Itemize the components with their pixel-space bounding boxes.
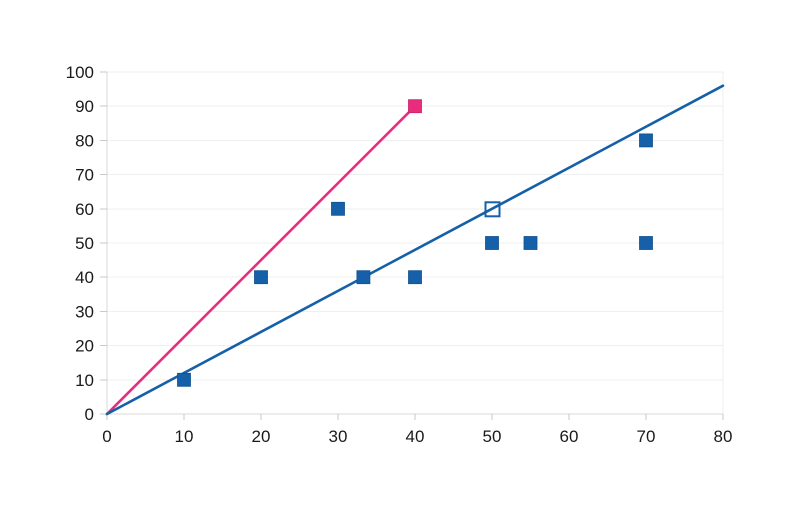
x-tick-label: 60 — [560, 427, 579, 446]
filled-square-marker — [331, 201, 345, 216]
tick-labels: 0 10 20 30 40 50 60 70 80 0 10 20 30 40 50 60 70 80 90 100 — [66, 63, 733, 446]
x-tick-label: 50 — [483, 427, 502, 446]
pink-trend-line — [105, 104, 417, 416]
filled-square-marker — [639, 133, 653, 148]
y-tick-label: 50 — [75, 234, 94, 253]
y-tick-label: 60 — [75, 200, 94, 219]
x-tick-label: 40 — [406, 427, 425, 446]
x-tick-label: 30 — [329, 427, 348, 446]
filled-square-marker — [254, 270, 268, 285]
y-tick-label: 10 — [75, 371, 94, 390]
x-tick-label: 10 — [175, 427, 194, 446]
filled-square-marker — [408, 99, 422, 114]
y-tick-label: 80 — [75, 131, 94, 150]
x-tick-label: 0 — [102, 427, 111, 446]
data-point-markers — [177, 99, 653, 387]
x-tick-label: 70 — [637, 427, 656, 446]
gridlines — [107, 71, 724, 414]
y-tick-label: 70 — [75, 166, 94, 185]
y-tick-label: 40 — [75, 268, 94, 287]
blue-trend-line — [105, 84, 725, 416]
filled-square-marker — [408, 270, 422, 285]
filled-square-marker — [523, 236, 538, 250]
y-tick-label: 20 — [75, 337, 94, 356]
x-tick-label: 20 — [252, 427, 271, 446]
y-tick-label: 30 — [75, 302, 94, 321]
x-tick-label: 80 — [714, 427, 733, 446]
trend-lines — [105, 84, 725, 416]
filled-square-marker — [485, 236, 499, 250]
y-tick-label: 0 — [85, 405, 94, 424]
filled-square-marker — [177, 372, 191, 387]
filled-square-marker — [356, 270, 371, 285]
y-tick-label: 90 — [75, 97, 94, 116]
y-tick-label: 100 — [66, 63, 94, 82]
filled-square-marker — [639, 236, 653, 250]
